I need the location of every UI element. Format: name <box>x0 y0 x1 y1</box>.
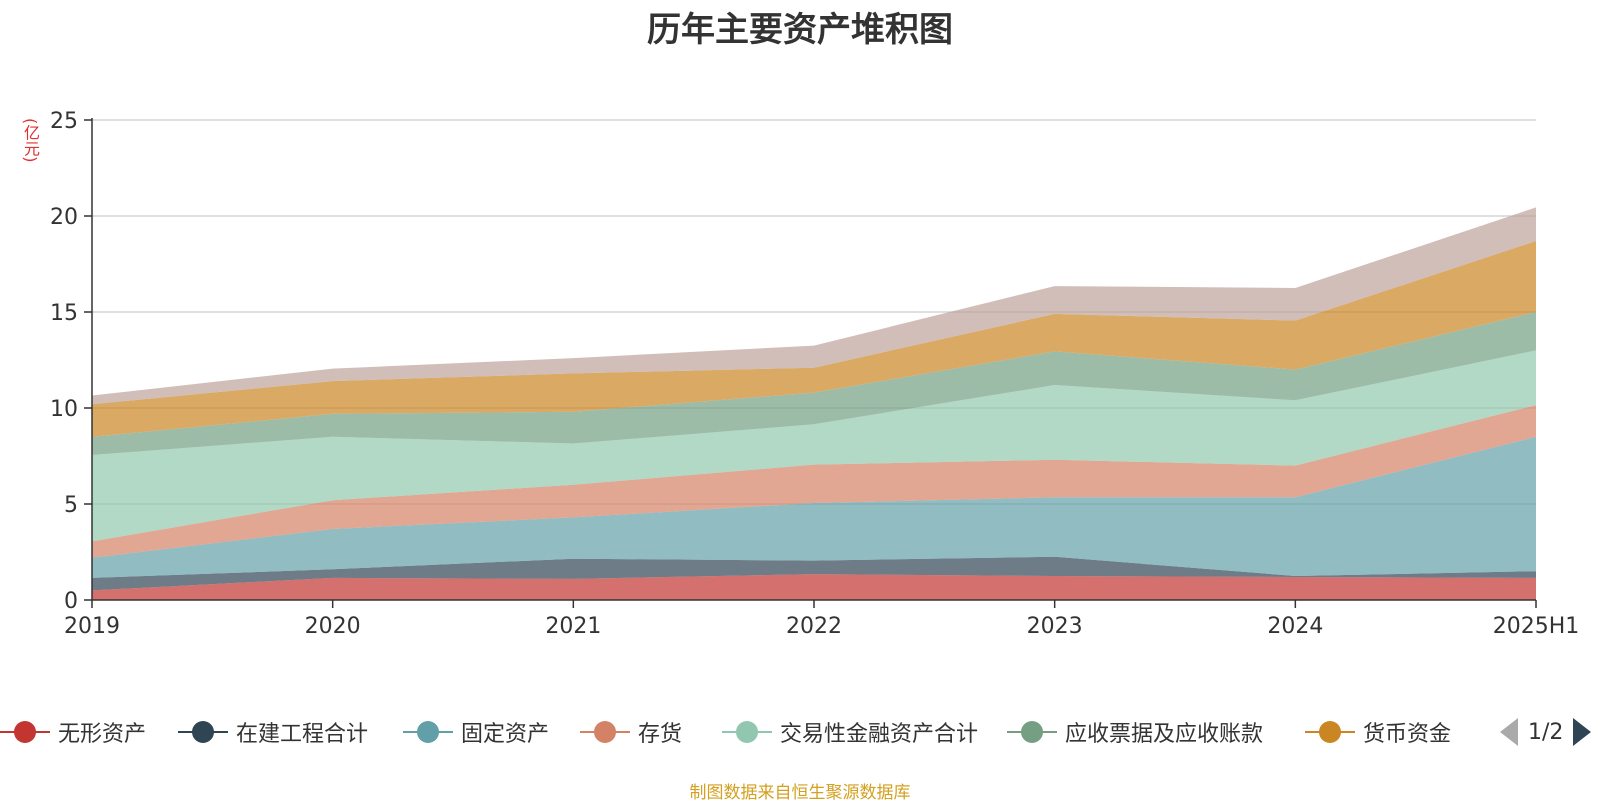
area-series-group <box>92 207 1536 600</box>
legend-item-label: 在建工程合计 <box>236 722 369 747</box>
legend-marker-icon <box>1007 712 1057 752</box>
legend-item[interactable]: 固定资产 <box>403 712 549 752</box>
legend-item-label: 存货 <box>638 722 683 747</box>
axes: 0 5 10 15 20 25 2019 2020 2021 2022 2023 2024 2025H1 <box>50 109 1579 639</box>
legend-item-label: 应收票据及应收账款 <box>1065 722 1264 747</box>
x-tick-label: 2025H1 <box>1493 614 1580 639</box>
legend-prev-page-arrow-icon[interactable] <box>1500 718 1518 746</box>
area-series[interactable] <box>92 312 1536 455</box>
chart-title: 历年主要资产堆积图 <box>647 10 953 50</box>
legend-item-label: 货币资金 <box>1363 722 1452 747</box>
y-tick-label: 10 <box>50 397 78 422</box>
legend-marker-icon <box>0 712 50 752</box>
legend-item-label: 固定资产 <box>461 722 550 747</box>
legend-item[interactable]: 在建工程合计 <box>178 712 368 752</box>
x-tick-label: 2022 <box>786 614 842 639</box>
legend-marker-icon <box>178 712 228 752</box>
y-tick-label: 15 <box>50 301 78 326</box>
x-tick-label: 2020 <box>305 614 361 639</box>
legend-marker-icon <box>580 712 630 752</box>
legend-pager: 1/2 <box>1500 712 1592 752</box>
x-tick-label: 2024 <box>1267 614 1323 639</box>
x-tick-label: 2023 <box>1027 614 1083 639</box>
legend-item[interactable]: 货币资金 <box>1305 712 1451 752</box>
stacked-area-chart: 0 5 10 15 20 25 2019 2020 2021 2022 2023 2024 2025H1 <box>50 109 1579 639</box>
y-axis-unit-label: (亿元) <box>21 118 40 163</box>
legend-item[interactable]: 应收票据及应收账款 <box>1007 712 1263 752</box>
legend-item[interactable]: 交易性金融资产合计 <box>722 712 978 752</box>
y-tick-label: 20 <box>50 205 78 230</box>
data-source-note: 制图数据来自恒生聚源数据库 <box>689 783 911 803</box>
area-series[interactable] <box>92 436 1536 578</box>
legend-next-page-arrow-icon[interactable] <box>1573 718 1592 746</box>
legend-item[interactable]: 无形资产 <box>0 712 146 752</box>
y-tick-label: 5 <box>64 493 78 518</box>
legend-item-label: 交易性金融资产合计 <box>780 722 979 747</box>
area-series[interactable] <box>92 241 1536 437</box>
legend-item-label: 无形资产 <box>58 722 147 747</box>
legend-page-indicator: 1/2 <box>1528 719 1564 745</box>
area-series[interactable] <box>92 556 1536 591</box>
legend-marker-icon <box>722 712 772 752</box>
chart-legend: 无形资产 在建工程合计 固定资产 存货 交易性金融资产合计 应收票据及应收账款 货币资金 <box>0 712 1600 752</box>
x-tick-label: 2021 <box>545 614 601 639</box>
area-series[interactable] <box>92 207 1536 405</box>
x-tick-label: 2019 <box>64 614 120 639</box>
area-series[interactable] <box>92 405 1536 558</box>
y-tick-label: 0 <box>64 589 78 614</box>
legend-marker-icon <box>403 712 453 752</box>
area-series[interactable] <box>92 574 1536 600</box>
area-series[interactable] <box>92 350 1536 542</box>
legend-item[interactable]: 存货 <box>580 712 682 752</box>
y-tick-label: 25 <box>50 109 78 134</box>
legend-marker-icon <box>1305 712 1355 752</box>
